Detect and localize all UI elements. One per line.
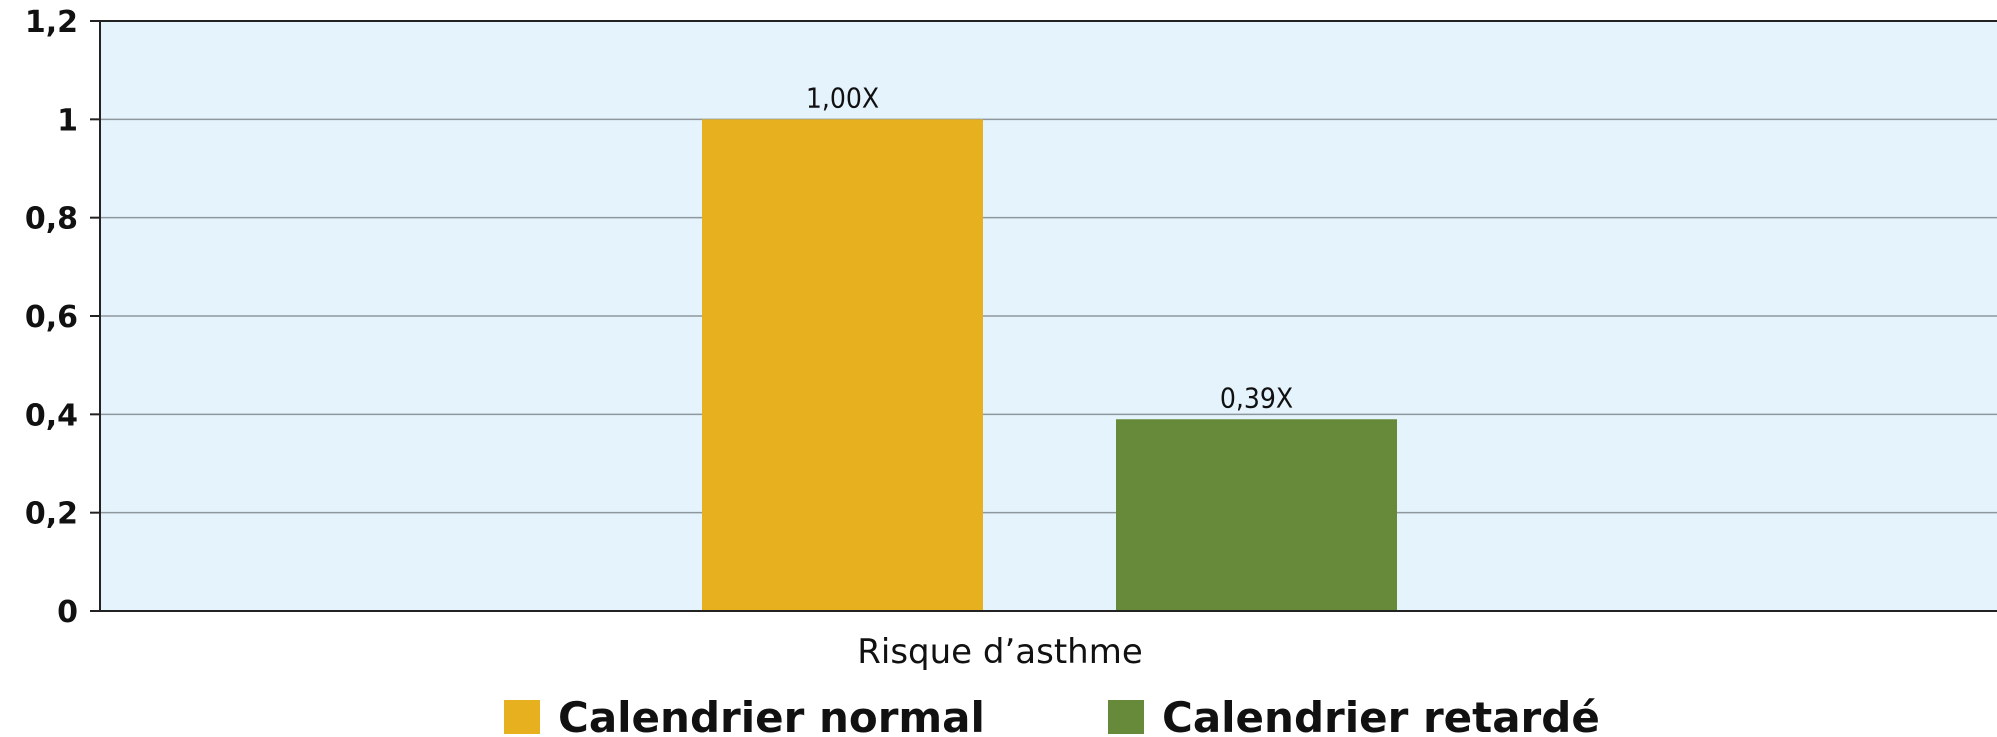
legend-swatch [504,700,540,734]
legend-label: Calendrier retardé [1162,693,1600,737]
legend-swatch [1108,700,1144,734]
y-tick-label: 0 [57,595,78,630]
gridlines [100,118,1997,514]
y-tick-label: 0,2 [25,497,78,532]
y-tick-label: 0,6 [25,300,78,335]
legend-label: Calendrier normal [558,693,985,737]
bar-value-label: 1,00X [806,81,879,114]
y-tick-label: 0,4 [25,398,78,433]
bar-calendrier-retarde [1116,419,1397,611]
x-category-label: Risque d’asthme [857,632,1143,672]
y-tick-label: 1 [57,103,78,138]
y-axis-ticks: 0 0,2 0,4 0,6 0,8 1 1,2 [25,5,100,630]
y-tick-label: 0,8 [25,202,78,237]
data-labels: 1,00X 0,39X [806,81,1293,414]
bar-calendrier-normal [702,119,983,611]
bars [702,119,1397,611]
bar-value-label: 0,39X [1220,381,1293,414]
legend: Calendrier normal Calendrier retardé [504,693,1600,737]
y-tick-label: 1,2 [25,5,78,40]
